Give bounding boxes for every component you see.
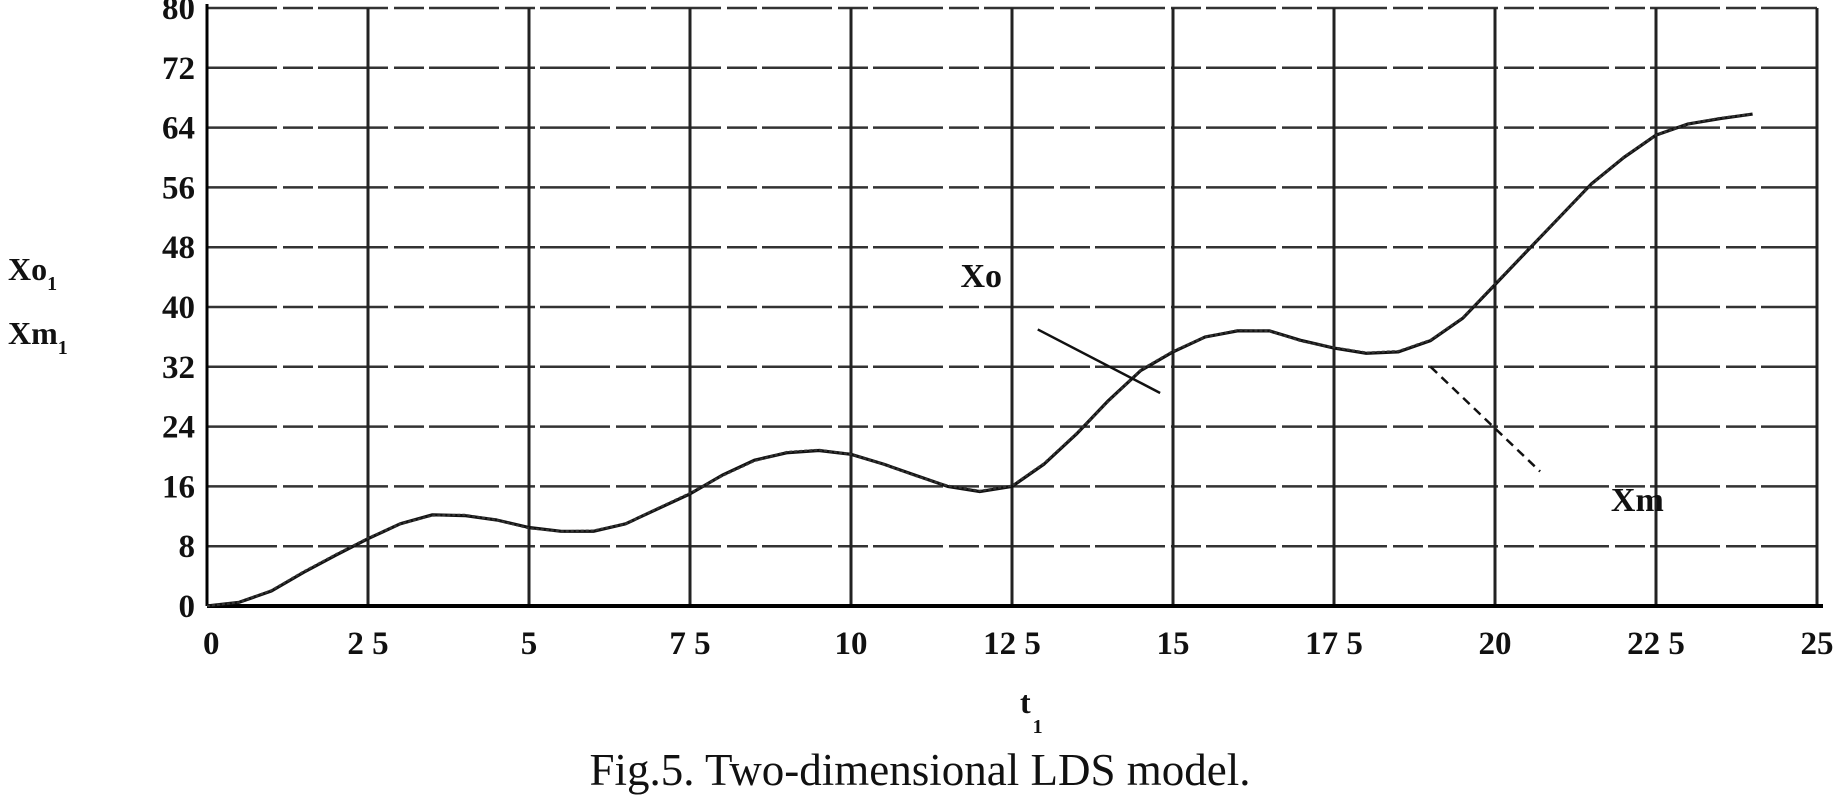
chart: Xo Xm 0 8 16 24 32 40 48 56 64 72 80 0 2 5 5 7 5 10 12 5 1… bbox=[8, 0, 1834, 738]
annotation-label-Xm: Xm bbox=[1611, 482, 1664, 519]
x-tick-label: 7 5 bbox=[669, 626, 710, 662]
figure-caption: Fig.5. Two-dimensional LDS model. bbox=[589, 745, 1251, 795]
series-lines bbox=[206, 112, 1753, 608]
y-axis-label-1: Xo1 bbox=[8, 251, 57, 295]
y-tick-label: 40 bbox=[162, 290, 195, 326]
x-tick-label: 12 5 bbox=[983, 626, 1041, 662]
y-tick-label: 56 bbox=[162, 170, 195, 206]
annotations: Xo Xm bbox=[960, 258, 1663, 519]
y-tick-label: 80 bbox=[162, 0, 195, 27]
x-axis-label: t1 bbox=[1020, 684, 1043, 738]
annotation-label-Xo: Xo bbox=[960, 258, 1002, 295]
x-tick-label: 22 5 bbox=[1627, 626, 1685, 662]
x-tick-label: 17 5 bbox=[1305, 626, 1363, 662]
y-tick-label: 64 bbox=[162, 111, 195, 147]
x-tick-label: 2 5 bbox=[347, 626, 388, 662]
tick-labels: 0 8 16 24 32 40 48 56 64 72 80 0 2 5 5 7 5 10 12 5 15 17 5… bbox=[162, 0, 1834, 662]
annotation-leader-Xm bbox=[1429, 365, 1541, 473]
x-tick-label: 25 bbox=[1801, 626, 1834, 662]
y-tick-label: 0 bbox=[179, 589, 196, 625]
y-tick-label: 8 bbox=[179, 529, 196, 565]
y-tick-label: 24 bbox=[162, 410, 195, 446]
y-tick-label: 16 bbox=[162, 469, 195, 505]
x-tick-label: 20 bbox=[1479, 626, 1512, 662]
y-tick-label: 32 bbox=[162, 350, 195, 386]
axes bbox=[205, 4, 1823, 608]
x-tick-label: 5 bbox=[521, 626, 538, 662]
annotation-leader-Xo bbox=[1037, 328, 1161, 395]
x-tick-label: 15 bbox=[1157, 626, 1190, 662]
y-tick-label: 72 bbox=[162, 51, 195, 87]
grid bbox=[207, 6, 1819, 606]
y-tick-label: 48 bbox=[162, 230, 195, 266]
series-line-Xm bbox=[206, 113, 1753, 608]
y-axis-label-2: Xm1 bbox=[8, 315, 68, 359]
x-tick-label: 0 bbox=[203, 626, 220, 662]
x-tick-label: 10 bbox=[835, 626, 868, 662]
